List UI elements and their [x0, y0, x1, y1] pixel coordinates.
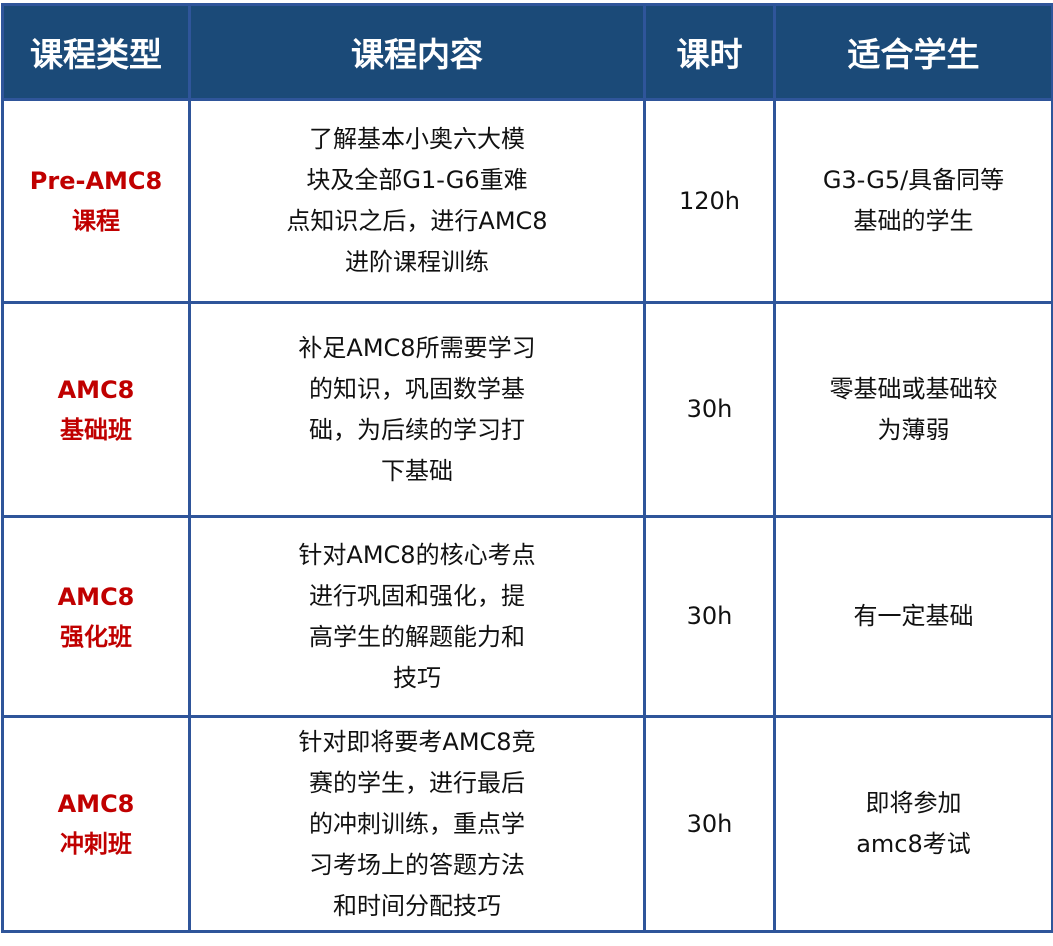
- suitable-students-cell: G3-G5/具备同等 基础的学生: [773, 98, 1053, 304]
- suitable-students-cell-line: 即将参加: [865, 789, 962, 817]
- course-content-cell-line: 针对即将要考AMC8竞: [298, 727, 536, 756]
- course-content-cell-line: 的知识，巩固数学基: [309, 374, 525, 403]
- suitable-students-cell: 有一定基础: [773, 515, 1053, 718]
- course-type-cell: AMC8 强化班: [1, 515, 191, 718]
- course-content-cell-line: 技巧: [393, 663, 441, 692]
- course-content-cell: 了解基本小奥六大模 块及全部G1-G6重难 点知识之后，进行AMC8 进阶课程训练: [188, 98, 646, 304]
- course-type-cell: AMC8 冲刺班: [1, 715, 191, 933]
- suitable-students-cell-line: 零基础或基础较: [829, 374, 998, 403]
- course-content-cell-line: 进阶课程训练: [345, 248, 489, 276]
- course-content-cell-line: 下基础: [381, 456, 453, 485]
- header-course-type: 课程类型: [1, 3, 191, 101]
- suitable-students-cell-line: 基础的学生: [853, 207, 974, 235]
- course-content-cell-line: 和时间分配技巧: [333, 891, 501, 920]
- course-type-cell: AMC8 基础班: [1, 301, 191, 518]
- header-hours: 课时: [643, 3, 776, 101]
- header-suitable-students: 适合学生: [773, 3, 1053, 101]
- course-content-cell-line: 点知识之后，进行AMC8: [286, 207, 548, 235]
- course-content-cell-line: 块及全部G1-G6重难: [306, 166, 528, 194]
- suitable-students-cell: 即将参加 amc8考试: [773, 715, 1053, 933]
- suitable-students-cell: 零基础或基础较 为薄弱: [773, 301, 1053, 518]
- course-type-cell-line: 基础班: [60, 415, 132, 444]
- suitable-students-cell-line: 为薄弱: [877, 415, 950, 444]
- course-content-cell: 针对AMC8的核心考点 进行巩固和强化，提 高学生的解题能力和 技巧: [188, 515, 646, 718]
- course-content-cell-line: 进行巩固和强化，提: [309, 581, 525, 610]
- course-content-cell-line: 赛的学生，进行最后: [309, 768, 525, 797]
- course-content-cell-line: 了解基本小奥六大模: [309, 125, 525, 153]
- course-type-cell: Pre-AMC8 课程: [1, 98, 191, 304]
- course-type-cell-line: AMC8: [57, 790, 135, 818]
- suitable-students-cell-line: amc8考试: [856, 830, 971, 858]
- course-content-cell-line: 的冲刺训练，重点学: [309, 809, 525, 838]
- hours-cell: 30h: [643, 301, 776, 518]
- course-content-cell-line: 针对AMC8的核心考点: [298, 540, 536, 569]
- table-row: AMC8 基础班 补足AMC8所需要学习 的知识，巩固数学基 础，为后续的学习打 下基础 3…: [1, 301, 1053, 518]
- suitable-students-cell-line: G3-G5/具备同等: [822, 166, 1005, 194]
- course-content-cell-line: 高学生的解题能力和: [309, 622, 525, 651]
- hours-cell: 30h: [643, 715, 776, 933]
- course-type-cell-line: 课程: [72, 207, 120, 235]
- course-content-cell: 针对即将要考AMC8竞 赛的学生，进行最后 的冲刺训练，重点学 习考场上的答题方法 和时…: [188, 715, 646, 933]
- course-content-cell: 补足AMC8所需要学习 的知识，巩固数学基 础，为后续的学习打 下基础: [188, 301, 646, 518]
- header-course-content: 课程内容: [188, 3, 646, 101]
- course-content-cell-line: 习考场上的答题方法: [309, 850, 525, 879]
- table-row: AMC8 冲刺班 针对即将要考AMC8竞 赛的学生，进行最后 的冲刺训练，重点学 习考场上…: [1, 715, 1053, 933]
- course-type-cell-line: AMC8: [57, 375, 135, 404]
- course-table: 课程类型 课程内容 课时 适合学生 Pre-AMC8 课程 了解基本小奥六大模 块及全…: [1, 3, 1053, 933]
- table-row: AMC8 强化班 针对AMC8的核心考点 进行巩固和强化，提 高学生的解题能力和 技巧 30…: [1, 515, 1053, 718]
- suitable-students-cell-line: 有一定基础: [853, 602, 974, 630]
- course-content-cell-line: 补足AMC8所需要学习: [298, 333, 536, 362]
- table-row: Pre-AMC8 课程 了解基本小奥六大模 块及全部G1-G6重难 点知识之后，进行AM…: [1, 98, 1053, 304]
- course-type-cell-line: 冲刺班: [60, 830, 132, 858]
- course-type-cell-line: AMC8: [57, 582, 135, 611]
- course-type-cell-line: Pre-AMC8: [29, 167, 163, 195]
- hours-cell: 30h: [643, 515, 776, 718]
- course-content-cell-line: 础，为后续的学习打: [309, 415, 525, 444]
- hours-cell: 120h: [643, 98, 776, 304]
- header-row: 课程类型 课程内容 课时 适合学生: [1, 3, 1053, 101]
- course-type-cell-line: 强化班: [60, 622, 132, 651]
